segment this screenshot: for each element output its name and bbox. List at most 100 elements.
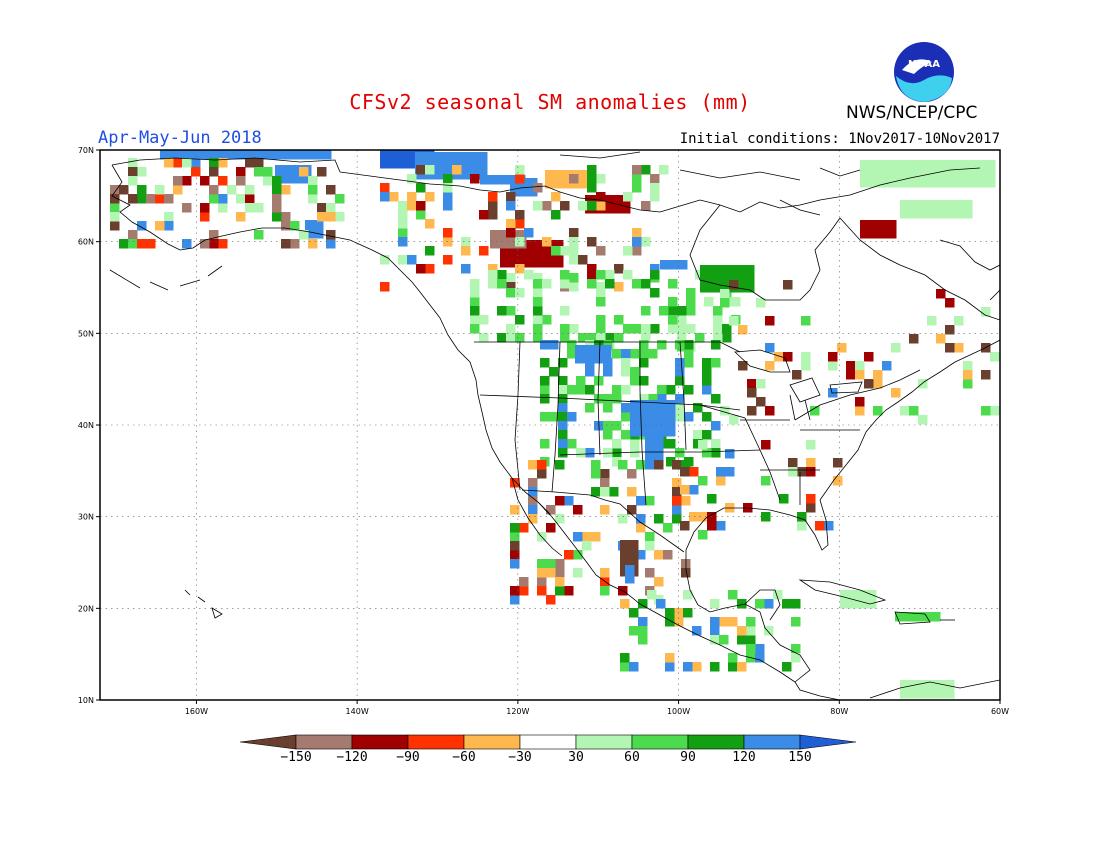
anomaly-cell <box>873 370 883 380</box>
anomaly-cell <box>891 343 901 353</box>
anomaly-cell <box>218 158 228 168</box>
anomaly-cell <box>146 194 156 204</box>
anomaly-cell <box>923 178 933 188</box>
anomaly-cell <box>716 467 726 477</box>
anomaly-cell <box>621 385 631 395</box>
anomaly-cell <box>659 165 669 175</box>
anomaly-cell <box>764 626 774 636</box>
anomaly-cell <box>666 385 676 395</box>
anomaly-cell <box>528 478 538 488</box>
anomaly-cell <box>506 228 516 238</box>
anomaly-cell <box>518 258 528 268</box>
anomaly-cell <box>686 297 696 307</box>
anomaly-cell <box>443 174 453 184</box>
anomaly-cell <box>443 255 453 265</box>
anomaly-cell <box>528 505 538 515</box>
anomaly-cell <box>806 458 816 468</box>
anomaly-cell <box>519 577 529 587</box>
anomaly-cell <box>815 521 825 531</box>
anomaly-cell <box>517 230 527 240</box>
anomaly-cell <box>587 237 597 247</box>
anomaly-cell <box>950 169 960 179</box>
anomaly-cell <box>840 590 850 600</box>
anomaly-cell <box>506 288 516 298</box>
anomaly-cell <box>710 635 720 645</box>
anomaly-cell <box>959 178 969 188</box>
lon-tick-label: 160W <box>185 707 208 716</box>
anomaly-cell <box>630 349 640 359</box>
anomaly-cell <box>932 169 942 179</box>
anomaly-cell <box>711 358 721 368</box>
anomaly-cell <box>806 494 816 504</box>
anomaly-cell <box>657 394 667 404</box>
anomaly-cell <box>443 192 453 202</box>
anomaly-cell <box>909 200 919 210</box>
anomaly-cell <box>878 169 888 179</box>
anomaly-cell <box>569 273 579 283</box>
anomaly-cell <box>515 237 525 247</box>
anomaly-cell <box>587 264 597 274</box>
anomaly-cell <box>729 280 739 290</box>
anomaly-cell <box>693 439 703 449</box>
anomaly-cell <box>666 418 676 428</box>
anomaly-cell <box>632 237 642 247</box>
lon-tick-label: 120W <box>506 707 529 716</box>
anomaly-cell <box>657 340 667 350</box>
anomaly-cell <box>684 358 694 368</box>
anomaly-cell <box>674 617 684 627</box>
anomaly-cell <box>398 159 408 169</box>
anomaly-cell <box>660 260 670 270</box>
anomaly-cell <box>587 333 597 343</box>
anomaly-cell <box>675 358 685 368</box>
anomaly-cell <box>650 288 660 298</box>
anomaly-cell <box>945 209 955 219</box>
anomaly-cell <box>569 174 579 184</box>
anomaly-cell <box>488 201 498 211</box>
anomaly-cell <box>710 617 720 627</box>
anomaly-cell <box>927 680 937 690</box>
anomaly-cell <box>627 469 637 479</box>
anomaly-cell <box>380 255 390 265</box>
anomaly-cell <box>587 201 597 211</box>
anomaly-cell <box>878 178 888 188</box>
anomaly-cell <box>128 239 138 249</box>
hispaniola <box>894 611 931 625</box>
anomaly-cell <box>451 170 461 180</box>
anomaly-cell <box>698 476 708 486</box>
anomaly-cell <box>612 385 622 395</box>
anomaly-cell <box>747 379 757 389</box>
anomaly-cell <box>268 150 278 160</box>
anomaly-cell <box>931 612 941 622</box>
anomaly-cell <box>528 178 538 188</box>
lon-tick-label: 80W <box>830 707 848 716</box>
anomaly-cell <box>527 249 537 259</box>
noaa-logo-text: NOAA <box>908 59 940 70</box>
anomaly-cell <box>860 220 870 230</box>
anomaly-cell <box>506 282 516 292</box>
anomaly-cell <box>600 469 610 479</box>
anomaly-cell <box>828 361 838 371</box>
colorbar-segment <box>687 734 745 750</box>
anomaly-cell <box>263 167 273 177</box>
anomaly-cell <box>692 662 702 672</box>
anomaly-cell <box>639 394 649 404</box>
anomaly-cell <box>716 476 726 486</box>
anomaly-cell <box>407 150 417 160</box>
anomaly-cell <box>510 541 520 551</box>
anomaly-cell <box>710 662 720 672</box>
anomaly-cell <box>680 467 690 477</box>
anomaly-cell <box>110 212 120 222</box>
anomaly-cell <box>791 644 801 654</box>
anomaly-cell <box>675 394 685 404</box>
anomaly-cell <box>489 175 499 185</box>
anomaly-cell <box>620 599 630 609</box>
anomaly-cell <box>510 523 520 533</box>
anomaly-cell <box>672 487 682 497</box>
anomaly-cell <box>709 274 719 284</box>
hudson-bay <box>689 204 841 301</box>
anomaly-cell <box>710 626 720 636</box>
anomaly-cell <box>700 274 710 284</box>
anomaly-cell <box>887 169 897 179</box>
anomaly-cell <box>600 586 610 596</box>
